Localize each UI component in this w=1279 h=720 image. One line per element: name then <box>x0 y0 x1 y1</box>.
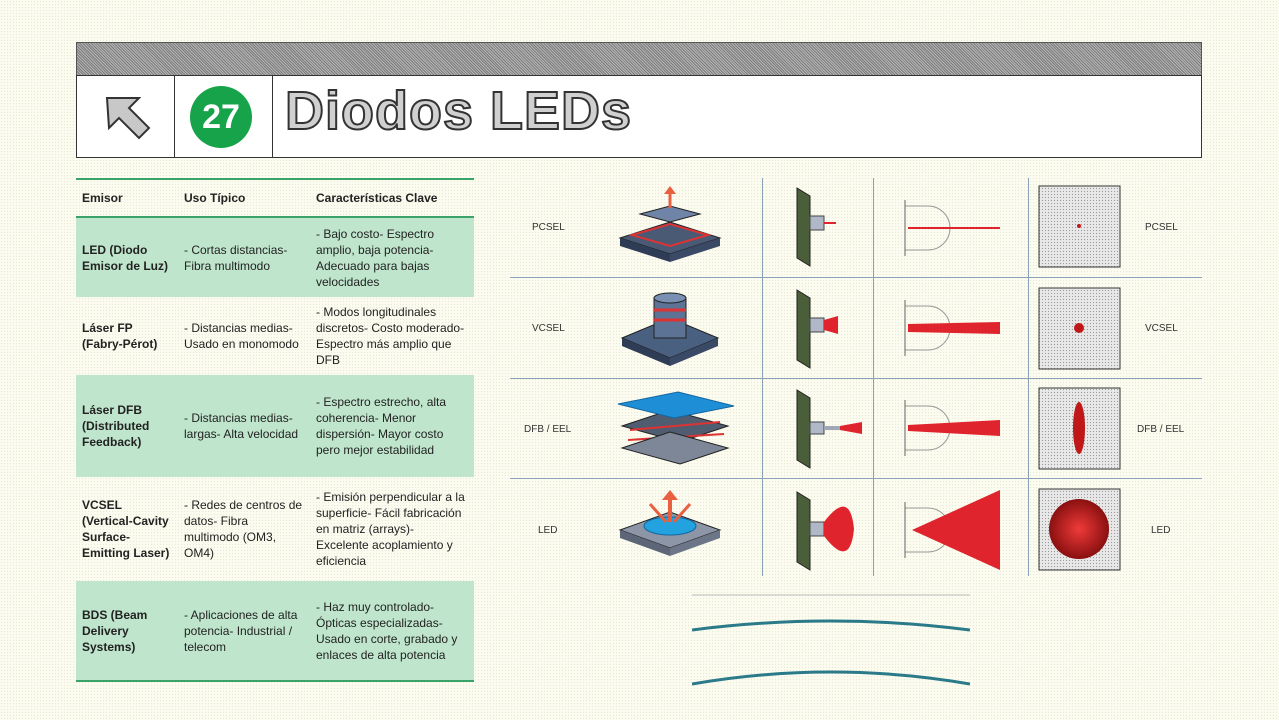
row-label-led: LED <box>538 525 558 536</box>
table-cell-caracteristicas: - Bajo costo- Espectro amplio, baja pote… <box>310 217 474 297</box>
diagram-divider <box>510 277 1202 278</box>
row-label-dfb-right: DFB / EEL <box>1137 424 1185 435</box>
header-pattern-bar <box>76 42 1202 76</box>
diagram-divider <box>1028 178 1029 576</box>
table-row: Láser DFB (Distributed Feedback) - Dista… <box>76 375 474 477</box>
table-cell-emisor: BDS (Beam Delivery Systems) <box>76 581 178 681</box>
table-cell-uso: - Distancias medias- Usado en monomodo <box>184 321 299 351</box>
led-device <box>618 490 722 556</box>
emitter-table: Emisor Uso Típico Características Clave … <box>76 178 474 682</box>
header-icon-cell <box>77 76 175 157</box>
table-row: BDS (Beam Delivery Systems) - Aplicacion… <box>76 581 474 681</box>
vcsel-device <box>620 292 720 366</box>
table-cell-uso: - Aplicaciones de alta potencia- Industr… <box>178 581 310 681</box>
column-header-uso: Uso Típico <box>184 191 246 205</box>
column-header-caracteristicas: Características Clave <box>316 191 438 205</box>
diagram-divider <box>510 478 1202 479</box>
diagram-divider <box>873 178 874 576</box>
table-cell-caracteristicas: - Emisión perpendicular a la superficie-… <box>316 490 465 568</box>
table-cell-uso: - Distancias medias-largas- Alta velocid… <box>178 375 310 477</box>
table-cell-caracteristicas: - Modos longitudinales discretos- Costo … <box>316 305 465 367</box>
table-cell-emisor: VCSEL (Vertical-Cavity Surface-Emitting … <box>82 498 170 560</box>
pcsel-device <box>618 186 722 262</box>
column-header-emisor: Emisor <box>82 191 123 205</box>
table-cell-uso: - Cortas distancias- Fibra multimodo <box>178 217 310 297</box>
header-number-cell: 27 <box>174 76 273 157</box>
table-cell-uso: - Redes de centros de datos- Fibra multi… <box>184 498 303 560</box>
table-row: Láser FP (Fabry-Pérot) - Distancias medi… <box>76 297 474 375</box>
lens-arcs <box>692 594 970 686</box>
beam-divergence-column <box>904 200 1000 570</box>
table-cell-caracteristicas: - Haz muy controlado- Ópticas especializ… <box>310 581 474 681</box>
diagram-illustrations <box>617 185 1121 571</box>
row-label-pcsel: PCSEL <box>532 222 565 233</box>
page-header: 27 Diodos LEDs <box>76 75 1202 158</box>
table-cell-emisor: LED (Diodo Emisor de Luz) <box>76 217 178 297</box>
table-cell-caracteristicas: - Espectro estrecho, alta coherencia- Me… <box>310 375 474 477</box>
row-label-vcsel-right: VCSEL <box>1145 323 1178 334</box>
table-cell-emisor: Láser FP (Fabry-Pérot) <box>82 321 158 351</box>
table-row: VCSEL (Vertical-Cavity Surface-Emitting … <box>76 477 474 581</box>
emitter-beam-diagram: PCSEL VCSEL DFB / EEL LED PCSEL VCSEL DF… <box>510 178 1202 576</box>
far-field-spot-column <box>1038 185 1121 571</box>
diagram-divider <box>510 378 1202 379</box>
page-title: Diodos LEDs <box>284 80 633 142</box>
row-label-pcsel-right: PCSEL <box>1145 222 1178 233</box>
table-cell-emisor: Láser DFB (Distributed Feedback) <box>76 375 178 477</box>
diagram-divider <box>762 178 763 576</box>
dfb-device <box>617 391 735 465</box>
side-view-column <box>796 187 862 571</box>
row-label-vcsel: VCSEL <box>532 323 565 334</box>
row-label-dfb: DFB / EEL <box>524 424 572 435</box>
table-row: LED (Diodo Emisor de Luz) - Cortas dista… <box>76 217 474 297</box>
table-header-row: Emisor Uso Típico Características Clave <box>76 179 474 217</box>
section-number-badge: 27 <box>190 86 252 148</box>
arrow-up-left-icon <box>105 97 151 140</box>
row-label-led-right: LED <box>1151 525 1171 536</box>
